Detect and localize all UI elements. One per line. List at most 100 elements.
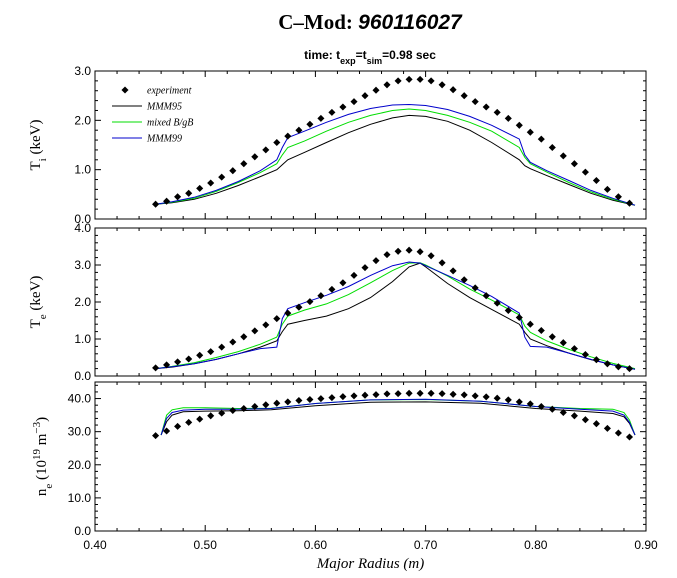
y-tick-label: 3.0 — [74, 64, 91, 78]
experiment-point — [603, 360, 611, 368]
experiment-point — [559, 339, 567, 347]
y-tick-label: 20.0 — [68, 458, 92, 472]
experiment-point — [372, 86, 380, 94]
y-tick-label: 10.0 — [68, 491, 92, 505]
experiment-point — [317, 292, 325, 300]
y-tick-label: 4.0 — [74, 221, 91, 235]
experiment-point — [405, 389, 413, 397]
legend: experiment MMM95 mixed B/gB MMM99 — [112, 86, 193, 145]
experiment-point — [185, 418, 193, 426]
experiment-point — [174, 193, 182, 201]
experiment-point — [548, 405, 556, 413]
experiment-point — [306, 395, 314, 404]
experiment-point — [526, 400, 534, 408]
experiment-point — [185, 355, 193, 363]
experiment-point — [537, 135, 545, 143]
y-tick-label: 1.0 — [74, 163, 91, 177]
experiment-point — [251, 153, 259, 161]
experiment-point — [196, 351, 204, 359]
plot-frame — [94, 70, 647, 220]
experiment-point — [537, 402, 545, 411]
series-line-mmm99 — [155, 261, 636, 370]
x-tick-label: 0.90 — [634, 538, 658, 552]
experiment-point — [328, 285, 336, 293]
panel-Ti: 0.0 1.0 2.0 3.0 Ti (keV) experiment MMM95 mixed… — [28, 64, 647, 226]
experiment-point — [240, 333, 248, 341]
experiment-point — [284, 398, 292, 406]
y-tick-label: 2.0 — [74, 113, 91, 127]
experiment-point — [350, 271, 358, 279]
experiment-point — [449, 390, 457, 398]
series-line-mmm99 — [155, 103, 636, 206]
experiment-point — [174, 422, 182, 430]
experiment-point — [207, 348, 215, 356]
legend-marker-experiment — [121, 86, 129, 94]
experiment-point — [493, 299, 501, 307]
experiment-point — [317, 114, 325, 122]
experiment-point — [537, 326, 545, 335]
experiment-point — [416, 248, 424, 256]
experiment-point — [416, 389, 424, 397]
experiment-point — [493, 394, 501, 402]
experiment-point — [471, 98, 479, 106]
series-line-mmm99 — [160, 398, 636, 436]
experiment-point — [284, 132, 292, 140]
experiment-point — [251, 402, 259, 411]
experiment-point — [218, 343, 226, 351]
y-tick-label: 0.0 — [74, 369, 91, 383]
experiment-point — [592, 420, 600, 428]
experiment-point — [262, 146, 270, 154]
experiment-point — [229, 406, 237, 415]
experiment-point — [361, 391, 369, 399]
experiment-point — [581, 416, 589, 424]
experiment-point — [603, 185, 611, 193]
experiment-point — [262, 401, 270, 409]
experiment-point — [240, 404, 248, 413]
y-tick-label: 40.0 — [68, 392, 92, 406]
experiment-point — [570, 160, 578, 168]
experiment-point — [460, 391, 468, 399]
shot-number: 960116027 — [358, 11, 463, 34]
experiment-point — [548, 143, 556, 152]
experiment-point — [449, 86, 457, 94]
experiment-point — [152, 200, 160, 208]
experiment-point — [592, 176, 600, 185]
y-tick-label: 2.0 — [74, 295, 91, 309]
experiment-point — [284, 309, 292, 317]
experiment-point — [493, 108, 501, 116]
experiment-point — [504, 306, 512, 315]
chart-subtitle: time: texp=tsim=0.98 sec — [304, 48, 436, 66]
experiment-point — [229, 167, 237, 175]
experiment-point — [427, 252, 435, 260]
experiment-point — [361, 92, 369, 100]
experiment-point — [273, 399, 281, 407]
experiment-point — [438, 81, 446, 89]
y-axis-label: ne (1019 m−3) — [31, 417, 55, 496]
panel-Te: 0.0 1.0 2.0 3.0 4.0 Te (keV) — [28, 221, 647, 383]
experiment-point — [471, 392, 479, 400]
experiment-point — [372, 257, 380, 265]
experiment-point — [394, 77, 402, 85]
experiment-point — [383, 81, 391, 89]
y-tick-label: 0.0 — [74, 524, 91, 538]
x-tick-label: 0.60 — [304, 538, 328, 552]
experiment-point — [614, 429, 622, 437]
experiment-point — [559, 152, 567, 160]
series-line-mixed-b-gb — [155, 262, 636, 370]
experiment-point — [449, 267, 457, 275]
legend-label: experiment — [147, 86, 192, 97]
experiment-point — [240, 160, 248, 168]
experiment-point — [339, 103, 347, 111]
series-line-mmm95 — [160, 401, 636, 436]
experiment-point — [504, 114, 512, 122]
experiment-point — [515, 121, 523, 129]
experiment-point — [559, 408, 567, 417]
y-axis-label: Ti (keV) — [28, 120, 49, 171]
experiment-point — [218, 173, 226, 181]
experiment-point — [548, 333, 556, 341]
experiment-point — [273, 315, 281, 323]
experiment-point — [603, 424, 611, 432]
experiment-point — [306, 120, 314, 128]
experiment-point — [614, 193, 622, 201]
